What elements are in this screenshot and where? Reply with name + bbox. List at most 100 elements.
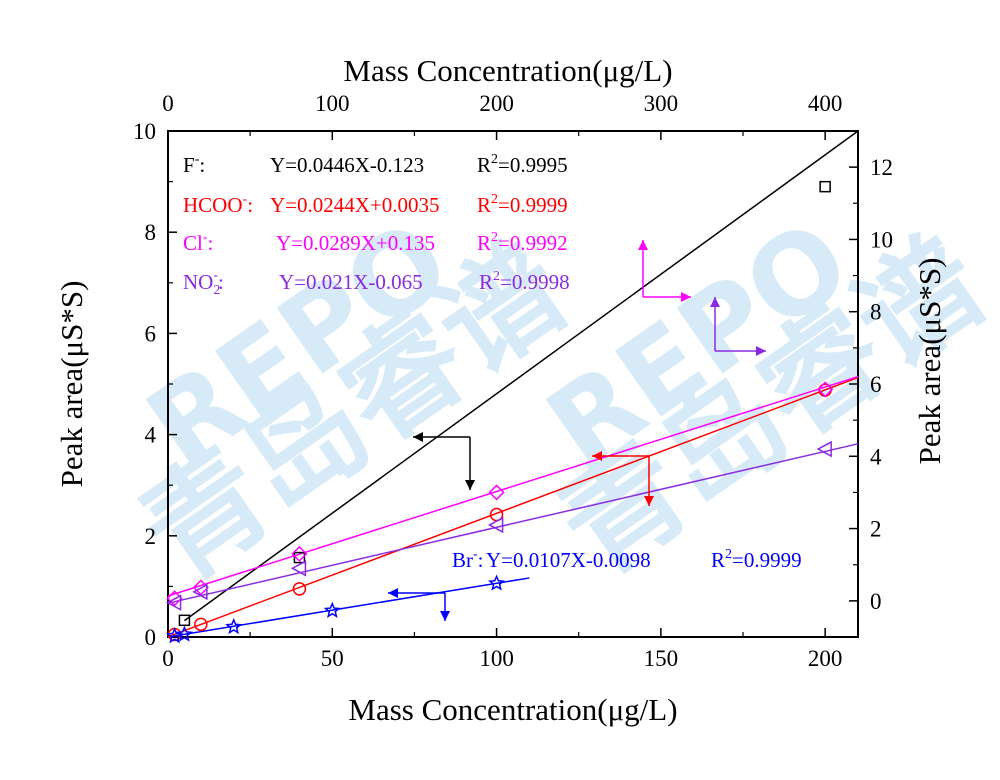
equation-no2: Y=0.021X-0.065 [279,270,423,294]
series-name-superscript: - [213,268,218,283]
data-point-br [488,574,506,591]
r2-value: =0.9992 [498,231,568,255]
equation-br: Y=0.0107X-0.0098 [486,548,651,572]
data-point-no2 [165,594,182,611]
black-arrow-left-head [413,432,423,442]
r2-superscript: 2 [491,192,498,207]
data-point-br [225,617,243,635]
data-point-hcoo [194,617,208,632]
data-point-no2 [290,560,307,577]
x-top-tick-label: 0 [162,91,174,116]
series-name-superscript: - [195,152,200,167]
r2-value: =0.9998 [500,270,570,294]
r2-hcoo: R2=0.9999 [477,192,568,217]
x-bottom-tick-label: 0 [162,646,174,671]
red-arrow-left-head [592,451,602,461]
series-name-subscript: 2 [213,283,220,298]
purple-arrow-right-head [756,346,766,356]
r2-superscript: 2 [491,230,498,245]
series-name-suffix: : [208,231,214,255]
series-name-suffix: : [218,270,224,294]
fit-line-cl [167,375,859,597]
x-axis-top-title: Mass Concentration(μg/L) [343,53,672,88]
fit-line-br [167,577,530,638]
y-left-tick-label: 8 [145,220,157,245]
x-top-tick-label: 400 [808,91,843,116]
y-right-tick-label: 6 [870,372,882,397]
x-bottom-tick-label: 200 [808,646,843,671]
series-name-hcoo: HCOO-: [183,192,253,217]
data-point-f [178,614,191,627]
fit-lines [167,130,859,638]
y-right-tick-label: 8 [870,300,882,325]
data-point-cl [291,545,308,562]
x-top-tick-label: 100 [315,91,350,116]
r2-superscript: 2 [493,269,500,284]
r2-value: =0.9995 [498,153,568,177]
y-left-tick-label: 6 [145,321,157,346]
y-right-tick-label: 2 [870,517,882,542]
fit-line-f [183,130,859,622]
data-point-cl [488,484,505,501]
fit-line-no2 [167,443,859,604]
r2-value: =0.9999 [732,548,802,572]
data-point-no2 [487,516,504,534]
data-point-no2 [192,583,208,601]
equation-f: Y=0.0446X-0.123 [270,153,424,177]
data-point-br [175,625,193,642]
fit-line-hcoo [167,376,859,638]
y-axis-left-title: Peak area(μS*S) [54,281,89,488]
y-left-tick-label: 10 [133,119,156,144]
y-right-tick-label: 0 [870,589,882,614]
equation-cl: Y=0.0289X+0.135 [276,231,435,255]
series-name-br: Br-: [452,547,484,572]
data-point-cl [817,381,834,398]
r2-br: R2=0.9999 [711,547,802,572]
blue-arrow-left-head [388,588,398,598]
blue-arrow-down-head [440,611,450,621]
axis-indicator-arrows [388,240,766,621]
magenta-arrow-up-head [638,240,648,250]
r2-f: R2=0.9995 [477,152,568,177]
data-markers [165,180,834,644]
watermark: REPO 青岛睿谱 REPO 青岛睿谱 [118,196,1000,607]
purple-arrow-up-head [710,297,720,307]
r2-superscript: 2 [491,152,498,167]
series-name-superscript: - [473,547,478,562]
x-bottom-tick-label: 50 [321,646,344,671]
y-axis-right-title: Peak area(μS*S) [912,258,947,465]
magenta-arrow-right-head [681,292,691,302]
series-name-f: F-: [183,152,205,177]
series-name-suffix: : [478,548,484,572]
equation-hcoo: Y=0.0244X+0.0035 [270,193,440,217]
y-left-tick-label: 2 [145,524,157,549]
r2-cl: R2=0.9992 [477,230,568,255]
y-left-tick-label: 4 [145,423,157,448]
series-name-superscript: - [243,192,248,207]
black-arrow-down-head [465,480,475,490]
red-arrow-down-head [644,496,654,506]
data-point-f [819,180,831,193]
series-name-suffix: : [199,153,205,177]
r2-superscript: 2 [725,547,732,562]
x-bottom-tick-label: 100 [479,646,514,671]
series-name-superscript: - [203,230,208,245]
x-top-tick-label: 200 [479,91,514,116]
data-point-f [293,551,306,564]
y-left-tick-label: 0 [145,625,157,650]
x-axis-bottom-title: Mass Concentration(μg/L) [348,692,677,727]
r2-value: =0.9999 [498,193,568,217]
x-top-tick-label: 300 [644,91,679,116]
y-right-tick-label: 10 [870,227,893,252]
y-right-tick-label: 4 [870,444,882,469]
data-point-br [323,601,341,619]
series-name-suffix: : [247,193,253,217]
data-point-no2 [816,440,832,458]
r2-no2: R2=0.9998 [479,269,570,294]
x-bottom-tick-label: 150 [644,646,679,671]
y-right-tick-label: 12 [870,155,893,180]
series-name-cl: Cl-: [183,230,213,255]
series-name-no2: NO2-: [183,268,224,298]
